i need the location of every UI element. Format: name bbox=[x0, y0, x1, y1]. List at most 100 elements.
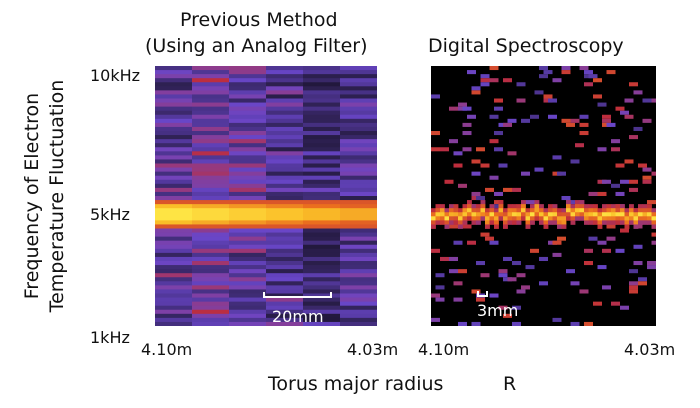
right-heatmap-cell bbox=[467, 212, 472, 217]
left-heatmap-cell bbox=[340, 265, 377, 270]
left-heatmap-cell bbox=[229, 216, 267, 221]
right-heatmap-cell bbox=[561, 118, 571, 123]
left-heatmap-cell bbox=[303, 236, 341, 242]
right-scale-bar-label: 3mm bbox=[477, 301, 518, 320]
right-heatmap-cell bbox=[638, 163, 647, 168]
left-heatmap-cell bbox=[192, 147, 230, 152]
right-heatmap-cell bbox=[467, 204, 472, 209]
left-heatmap-cell bbox=[266, 269, 304, 274]
right-heatmap-cell bbox=[642, 179, 652, 184]
right-heatmap-cell bbox=[507, 208, 513, 213]
right-heatmap-cell bbox=[629, 204, 634, 209]
right-heatmap-cell bbox=[503, 313, 512, 318]
y-axis-label-line-1: Frequency of Electron bbox=[21, 92, 43, 300]
left-heatmap-cell bbox=[266, 301, 304, 307]
right-heatmap-cell bbox=[651, 171, 656, 176]
right-heatmap-cell bbox=[642, 220, 648, 225]
left-heatmap-cell bbox=[192, 293, 230, 299]
right-heatmap-cell bbox=[453, 281, 463, 286]
left-heatmap-cell bbox=[192, 301, 230, 307]
right-heatmap-cell bbox=[503, 208, 508, 213]
left-heatmap-cell bbox=[192, 179, 230, 185]
right-heatmap-cell bbox=[597, 220, 603, 225]
right-heatmap-cell bbox=[579, 289, 589, 294]
right-heatmap-cell bbox=[539, 208, 544, 213]
left-heatmap-cell bbox=[155, 98, 193, 104]
left-heatmap-cell bbox=[266, 321, 304, 326]
right-heatmap-cell bbox=[489, 204, 495, 209]
left-heatmap-cell bbox=[192, 191, 230, 197]
right-heatmap-cell bbox=[543, 212, 549, 217]
right-panel-title: Digital Spectroscopy bbox=[428, 35, 624, 57]
left-heatmap-cell bbox=[155, 265, 193, 270]
right-heatmap-cell bbox=[624, 224, 630, 229]
right-heatmap-cell bbox=[489, 208, 495, 213]
right-heatmap-cell bbox=[624, 114, 634, 119]
left-heatmap-cell bbox=[266, 155, 304, 160]
left-heatmap-cell bbox=[340, 94, 377, 99]
left-heatmap-cell bbox=[303, 256, 341, 262]
left-heatmap-cell bbox=[229, 248, 267, 254]
left-heatmap-cell bbox=[340, 301, 377, 307]
left-heatmap-cell bbox=[340, 163, 377, 169]
left-heatmap-cell bbox=[229, 183, 267, 189]
left-heatmap-cell bbox=[229, 187, 267, 193]
left-heatmap-cell bbox=[266, 273, 304, 278]
left-heatmap-cell bbox=[155, 321, 193, 326]
left-heatmap-cell bbox=[266, 297, 304, 303]
left-heatmap-cell bbox=[340, 313, 377, 319]
right-heatmap-cell bbox=[629, 187, 638, 192]
left-heatmap-cell bbox=[266, 135, 304, 140]
right-heatmap-cell bbox=[512, 204, 517, 209]
right-heatmap-cell bbox=[453, 151, 463, 156]
right-heatmap-cell bbox=[584, 70, 593, 75]
left-heatmap-cell bbox=[266, 98, 304, 104]
right-heatmap-cell bbox=[548, 216, 553, 221]
right-heatmap-cell bbox=[453, 163, 463, 168]
right-heatmap-cell bbox=[593, 216, 598, 221]
left-heatmap-cell bbox=[229, 98, 267, 104]
right-heatmap-cell bbox=[588, 74, 598, 79]
right-heatmap-cell bbox=[431, 224, 436, 229]
right-heatmap-cell bbox=[597, 265, 607, 270]
right-heatmap-cell bbox=[516, 289, 526, 294]
right-heatmap-cell bbox=[642, 167, 652, 172]
left-heatmap-cell bbox=[303, 208, 341, 213]
right-heatmap-cell bbox=[584, 204, 589, 209]
right-heatmap-cell bbox=[548, 204, 553, 209]
right-heatmap-cell bbox=[476, 208, 481, 213]
left-heatmap-cell bbox=[266, 285, 304, 290]
left-heatmap-cell bbox=[266, 289, 304, 294]
left-heatmap-cell bbox=[229, 139, 267, 144]
right-heatmap-cell bbox=[431, 94, 440, 99]
right-heatmap-cell bbox=[503, 256, 512, 261]
left-heatmap-cell bbox=[192, 86, 230, 91]
left-heatmap-cell bbox=[229, 204, 267, 209]
right-heatmap-cell bbox=[480, 273, 490, 278]
right-heatmap-cell bbox=[602, 118, 611, 123]
left-heatmap-cell bbox=[192, 285, 230, 290]
left-heatmap-cell bbox=[303, 224, 341, 229]
left-heatmap-cell bbox=[229, 175, 267, 181]
left-heatmap-cell bbox=[155, 151, 193, 156]
left-heatmap-cell bbox=[229, 228, 267, 234]
left-heatmap-cell bbox=[192, 244, 230, 250]
left-heatmap-cell bbox=[192, 106, 230, 112]
left-heatmap-cell bbox=[229, 78, 267, 83]
left-heatmap-cell bbox=[229, 94, 267, 99]
left-heatmap-cell bbox=[266, 106, 304, 112]
right-heatmap-cell bbox=[471, 204, 477, 209]
right-heatmap-cell bbox=[521, 285, 530, 290]
left-heatmap-cell bbox=[155, 90, 193, 95]
right-heatmap-cell bbox=[611, 220, 616, 225]
right-heatmap-cell bbox=[611, 204, 616, 209]
left-heatmap-cell bbox=[303, 220, 341, 225]
right-heatmap-cell bbox=[557, 208, 562, 213]
right-heatmap-cell bbox=[498, 163, 508, 168]
right-heatmap-cell bbox=[476, 204, 481, 209]
right-heatmap-cell bbox=[440, 220, 445, 225]
left-heatmap-cell bbox=[266, 265, 304, 270]
right-heatmap-cell bbox=[435, 216, 441, 221]
right-heatmap-cell bbox=[471, 191, 481, 196]
left-heatmap-cell bbox=[303, 261, 341, 266]
